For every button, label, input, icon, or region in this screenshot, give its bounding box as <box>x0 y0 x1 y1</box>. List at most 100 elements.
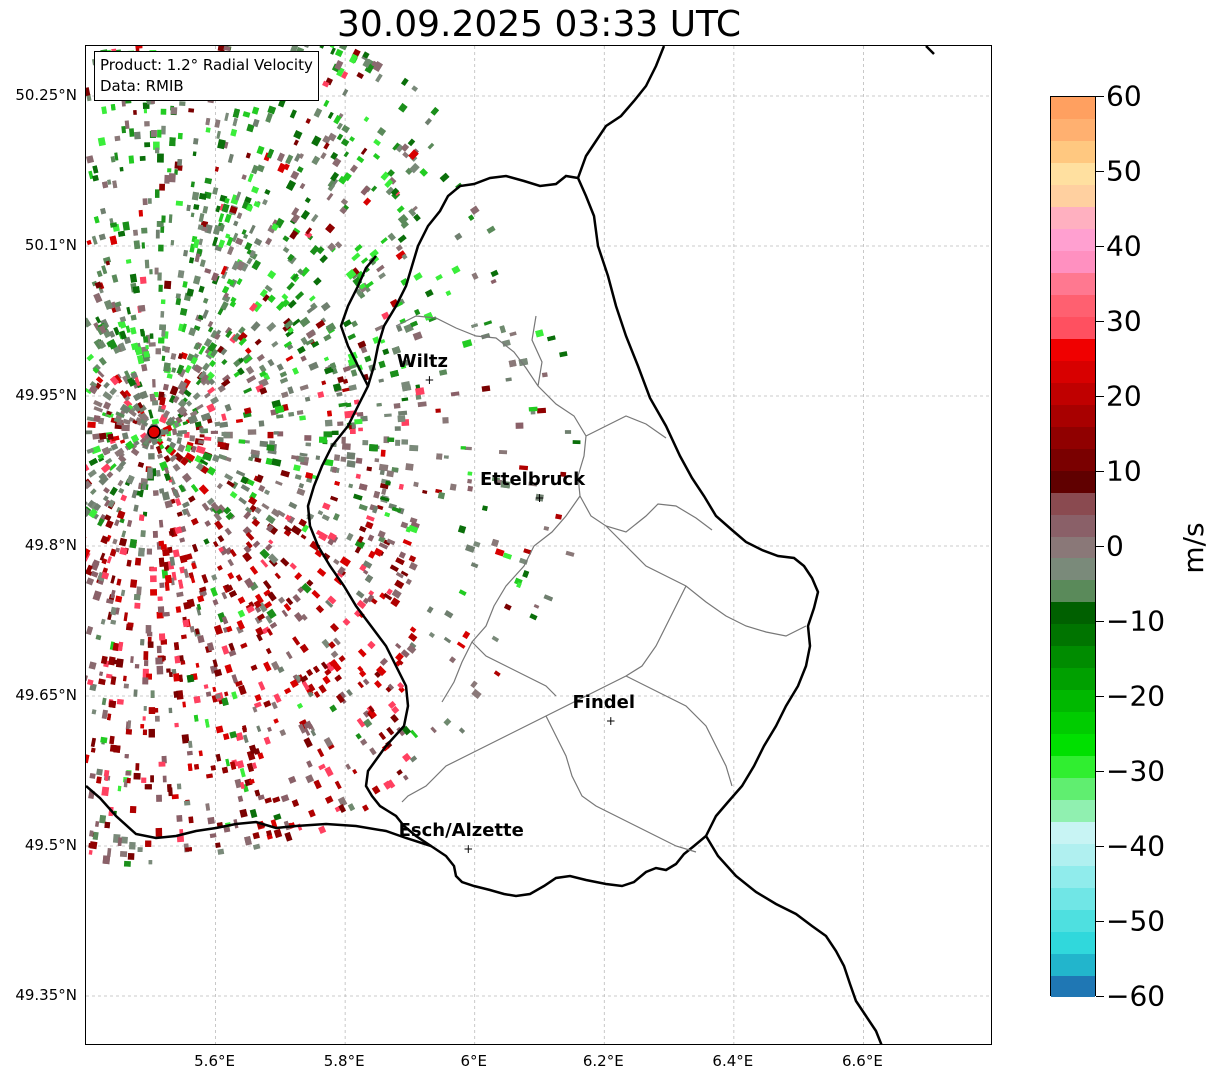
echo-pixel <box>162 549 170 557</box>
colorbar-tick-label: 20 <box>1106 379 1142 413</box>
radar-site-marker[interactable] <box>147 425 161 439</box>
echo-pixel <box>299 182 306 190</box>
echo-pixel <box>160 639 168 645</box>
echo-pixel <box>97 339 107 349</box>
echo-pixel <box>252 843 261 850</box>
radar-map[interactable]: ++++ <box>86 46 992 1045</box>
echo-pixel <box>265 457 273 466</box>
echo-pixel <box>140 639 145 646</box>
echo-pixel <box>210 586 218 597</box>
echo-pixel <box>226 236 234 247</box>
echo-pixel <box>285 154 294 165</box>
echo-pixel <box>294 153 302 163</box>
echo-pixel <box>139 437 147 444</box>
echo-pixel <box>400 77 409 87</box>
colorbar-segment <box>1051 909 1095 932</box>
echo-pixel <box>235 418 244 423</box>
echo-pixel <box>217 564 223 571</box>
echo-pixel <box>215 693 221 700</box>
echo-pixel <box>113 745 121 753</box>
echo-pixel <box>356 155 365 164</box>
echo-pixel <box>171 367 177 373</box>
echo-pixel <box>114 152 119 161</box>
echo-pixel <box>212 599 219 606</box>
echo-pixel <box>323 431 333 438</box>
echo-pixel <box>286 326 293 333</box>
echo-pixel <box>176 814 183 822</box>
echo-pixel <box>401 439 409 445</box>
colorbar-tick-label: 0 <box>1106 529 1124 563</box>
echo-pixel <box>273 693 282 704</box>
echo-pixel <box>86 353 95 362</box>
echo-pixel <box>402 774 409 781</box>
echo-pixel <box>430 106 440 116</box>
echo-pixel <box>193 342 201 351</box>
echo-pixel <box>334 60 344 71</box>
echo-pixel <box>234 778 243 789</box>
echo-pixel <box>93 292 103 304</box>
echo-pixel <box>125 728 133 735</box>
echo-pixel <box>202 451 213 462</box>
map-panel[interactable]: + + + + <box>85 45 992 1045</box>
echo-pixel <box>298 723 306 734</box>
echo-pixel <box>119 166 124 172</box>
echo-pixel <box>263 661 272 672</box>
echo-pixel <box>142 729 148 736</box>
echo-pixel <box>297 345 306 355</box>
echo-pixel <box>87 421 96 429</box>
echo-pixel <box>409 626 417 633</box>
echo-pixel <box>202 309 209 319</box>
echo-pixel <box>490 278 497 285</box>
echo-pixel <box>373 138 381 147</box>
echo-pixel <box>131 489 138 499</box>
echo-pixel <box>163 472 172 482</box>
echo-pixel <box>240 484 251 493</box>
echo-pixel <box>375 73 383 83</box>
canton-lines <box>395 315 807 853</box>
echo-pixel <box>397 213 409 225</box>
echo-pixel <box>218 453 227 461</box>
echo-pixel <box>226 584 234 592</box>
colorbar-segment <box>1051 228 1095 252</box>
echo-pixel <box>86 430 93 435</box>
echo-pixel <box>243 545 252 554</box>
echo-pixel <box>136 354 145 365</box>
echo-pixel <box>186 598 195 608</box>
echo-pixel <box>264 797 272 804</box>
echo-pixel <box>229 731 238 739</box>
echo-pixel <box>330 171 340 182</box>
echo-pixel <box>300 675 309 683</box>
colorbar-tick <box>1096 171 1104 172</box>
echo-pixel <box>306 683 316 693</box>
echo-pixel <box>190 576 196 584</box>
border-northeast <box>925 46 935 55</box>
echo-pixel <box>392 142 400 151</box>
echo-pixel <box>119 390 128 399</box>
echo-pixel <box>130 342 139 351</box>
echo-pixel <box>177 323 184 332</box>
echo-pixel <box>141 777 147 784</box>
colorbar-segment <box>1051 931 1095 954</box>
echo-pixel <box>299 415 306 421</box>
echo-pixel <box>318 763 326 771</box>
echo-pixel <box>259 387 268 395</box>
echo-pixel <box>322 80 330 88</box>
echo-pixel <box>379 657 389 666</box>
echo-pixel <box>174 722 179 728</box>
echo-pixel <box>94 821 100 828</box>
echo-pixel <box>287 386 294 395</box>
echo-pixel <box>338 804 347 813</box>
echo-pixel <box>468 214 475 221</box>
echo-pixel <box>99 432 107 440</box>
echo-pixel <box>473 540 481 548</box>
echo-pixel <box>197 595 205 603</box>
echo-pixel <box>110 156 116 163</box>
echo-pixel <box>311 135 322 147</box>
echo-pixel <box>154 267 159 275</box>
echo-pixel <box>410 729 419 739</box>
echo-pixel <box>212 224 221 235</box>
echo-pixel <box>110 103 116 111</box>
echo-pixel <box>192 275 201 285</box>
echo-pixel <box>122 675 127 682</box>
echo-pixel <box>134 376 141 387</box>
